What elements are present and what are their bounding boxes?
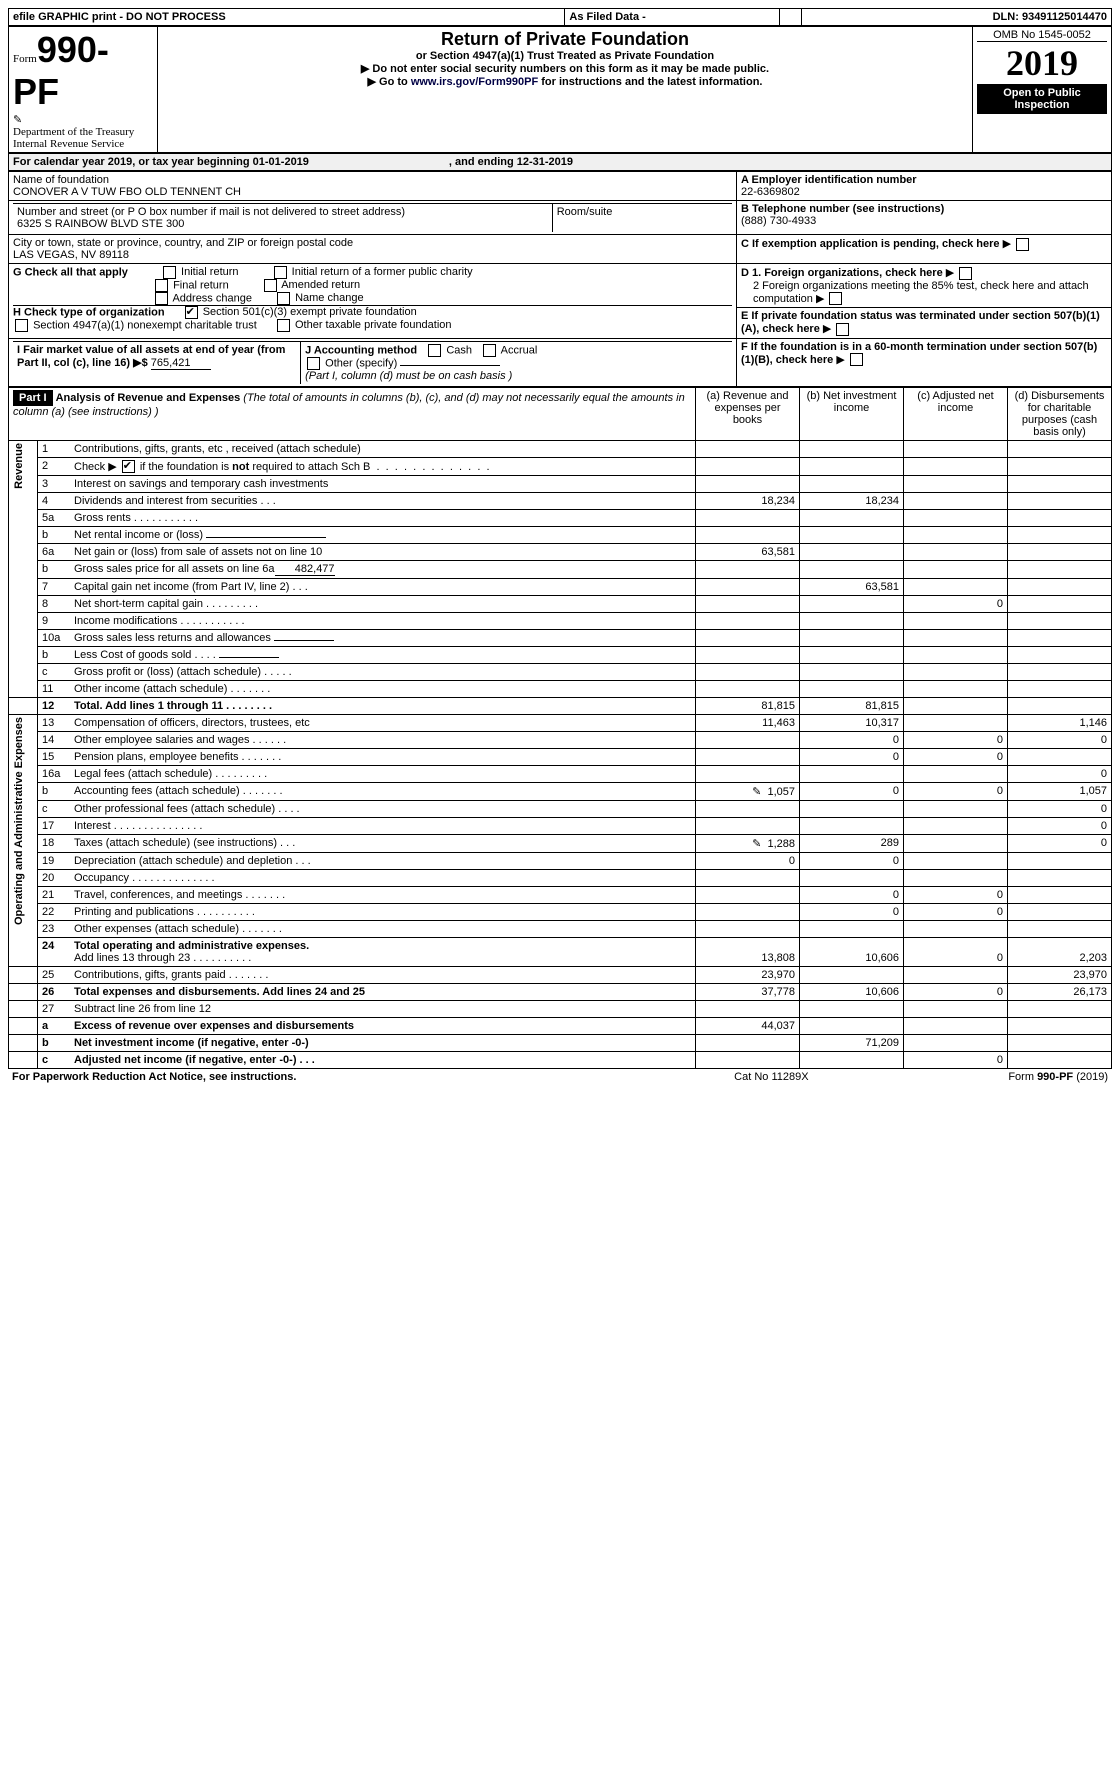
4947-checkbox[interactable] bbox=[15, 319, 28, 332]
addr-change-checkbox[interactable] bbox=[155, 292, 168, 305]
asfiled-text: As Filed Data - bbox=[565, 9, 779, 26]
tax-year: 2019 bbox=[977, 42, 1107, 84]
60month-checkbox[interactable] bbox=[850, 353, 863, 366]
entity-block: Name of foundation CONOVER A V TUW FBO O… bbox=[8, 171, 1112, 387]
efile-text: efile GRAPHIC print - DO NOT PROCESS bbox=[9, 9, 565, 26]
final-return-checkbox[interactable] bbox=[155, 279, 168, 292]
initial-former-checkbox[interactable] bbox=[274, 266, 287, 279]
footer-row: For Paperwork Reduction Act Notice, see … bbox=[8, 1069, 1112, 1085]
attachment-icon[interactable]: ✎ bbox=[752, 838, 761, 850]
accrual-checkbox[interactable] bbox=[483, 344, 496, 357]
phone: (888) 730-4933 bbox=[741, 215, 1107, 227]
part1-header: Part I bbox=[13, 390, 53, 406]
efile-bar: efile GRAPHIC print - DO NOT PROCESS As … bbox=[8, 8, 1112, 26]
part1-table: Part I Analysis of Revenue and Expenses … bbox=[8, 387, 1112, 1070]
amended-checkbox[interactable] bbox=[264, 279, 277, 292]
calendar-year-row: For calendar year 2019, or tax year begi… bbox=[8, 153, 1112, 171]
cash-checkbox[interactable] bbox=[428, 344, 441, 357]
oae-label: Operating and Administrative Expenses bbox=[13, 717, 25, 925]
irs-link[interactable]: www.irs.gov/Form990PF bbox=[411, 76, 538, 88]
city-state-zip: LAS VEGAS, NV 89118 bbox=[13, 249, 732, 261]
fmv-value: 765,421 bbox=[151, 357, 211, 370]
form-header: Form990-PF ✎ Department of the Treasury … bbox=[8, 26, 1112, 153]
other-taxable-checkbox[interactable] bbox=[277, 319, 290, 332]
exemption-pending-checkbox[interactable] bbox=[1016, 238, 1029, 251]
501c3-checkbox[interactable] bbox=[185, 306, 198, 319]
ein: 22-6369802 bbox=[741, 186, 1107, 198]
attachment-icon[interactable]: ✎ bbox=[752, 786, 761, 798]
other-method-checkbox[interactable] bbox=[307, 357, 320, 370]
form-number: 990-PF bbox=[13, 29, 109, 112]
revenue-label: Revenue bbox=[13, 443, 25, 489]
street-address: 6325 S RAINBOW BLVD STE 300 bbox=[17, 218, 548, 230]
85pct-checkbox[interactable] bbox=[829, 292, 842, 305]
initial-return-checkbox[interactable] bbox=[163, 266, 176, 279]
foreign-org-checkbox[interactable] bbox=[959, 267, 972, 280]
schb-checkbox[interactable] bbox=[122, 460, 135, 473]
terminated-checkbox[interactable] bbox=[836, 323, 849, 336]
name-change-checkbox[interactable] bbox=[277, 292, 290, 305]
foundation-name: CONOVER A V TUW FBO OLD TENNENT CH bbox=[13, 186, 732, 198]
form-title: Return of Private Foundation bbox=[162, 29, 968, 50]
